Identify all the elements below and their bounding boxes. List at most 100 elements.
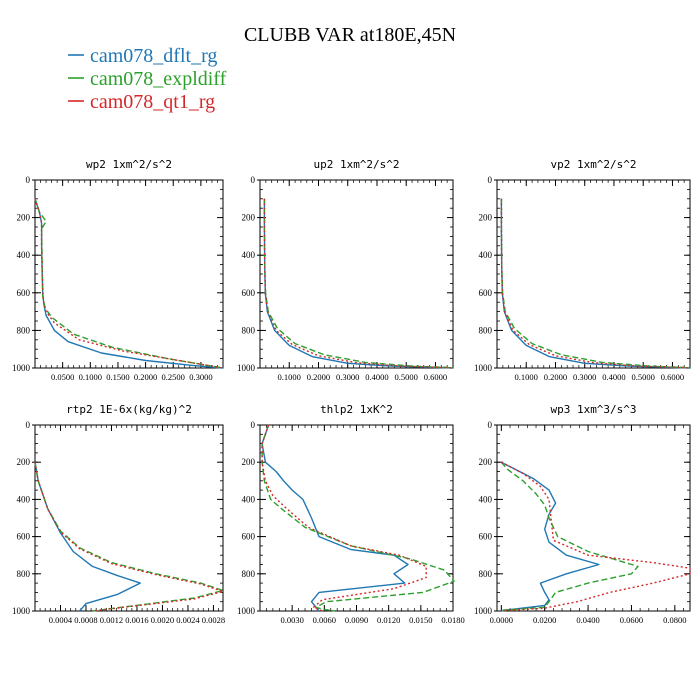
y-tick-label: 600 [242, 288, 256, 298]
series-line-cam078_qt1_rg [263, 198, 454, 369]
series-line-cam078_qt1_rg [34, 198, 224, 369]
plot-frame [496, 179, 691, 369]
series-line-cam078_expldiff [500, 461, 639, 612]
x-tick-label: 0.1000 [79, 372, 102, 382]
panel-title: vp2 1xm^2/s^2 [550, 158, 636, 171]
plot-frame [259, 424, 454, 612]
x-tick-label: 0.0020 [151, 615, 174, 625]
panel-4: rtp2 1E-6x(kg/kg)^2 0 200 400 600 800 1000 0.00… [12, 403, 225, 625]
x-tick-label: 0.3000 [189, 372, 212, 382]
series-line-cam078_expldiff [263, 198, 454, 369]
series-line-cam078_expldiff [34, 462, 224, 612]
y-tick-label: 800 [17, 325, 31, 335]
panel-5: thlp2 1xK^2 0 200 400 600 800 1000 0.0030 0.0060… [237, 403, 465, 625]
panel-2: up2 1xm^2/s^2 0 200 400 600 800 1000 0.1000 0.20… [237, 158, 454, 382]
panel-title: wp3 1xm^3/s^3 [550, 403, 636, 416]
x-tick-label: 0.0060 [313, 615, 336, 625]
x-tick-label: 0.1000 [278, 372, 301, 382]
y-tick-label: 200 [242, 457, 256, 467]
x-tick-label: 0.0000 [490, 615, 513, 625]
x-tick-label: 0.4000 [602, 372, 625, 382]
series-line-cam078_expldiff [261, 424, 455, 612]
y-tick-label: 1000 [474, 363, 493, 373]
series-line-cam078_qt1_rg [500, 461, 691, 612]
x-tick-label: 0.0800 [663, 615, 686, 625]
panel-1: wp2 1xm^2/s^2 0 200 400 600 800 1000 0.0500 0.10… [12, 158, 224, 382]
chart-panels: wp2 1xm^2/s^2 0 200 400 600 800 1000 0.0500 0.10… [12, 158, 691, 625]
series-line-cam078_dflt_rg [500, 461, 600, 612]
y-tick-label: 1000 [474, 606, 493, 616]
y-tick-label: 1000 [12, 606, 31, 616]
x-tick-label: 0.2500 [162, 372, 185, 382]
series-line-cam078_expldiff [500, 198, 691, 369]
series-line-cam078_dflt_rg [500, 198, 691, 369]
series-line-cam078_dflt_rg [263, 198, 454, 369]
series-line-cam078_dflt_rg [34, 198, 224, 369]
y-tick-label: 800 [479, 569, 493, 579]
series-line-cam078_dflt_rg [261, 424, 409, 612]
y-tick-label: 0 [26, 420, 31, 430]
y-tick-label: 400 [242, 250, 256, 260]
x-tick-label: 0.0200 [533, 615, 556, 625]
panel-title: thlp2 1xK^2 [320, 403, 393, 416]
x-tick-label: 0.5000 [395, 372, 418, 382]
y-tick-label: 400 [17, 250, 31, 260]
panel-3: vp2 1xm^2/s^2 0 200 400 600 800 1000 0.1000 0.20… [474, 158, 691, 382]
chart-title: CLUBB VAR at180E,45N [244, 24, 456, 46]
series-line-cam078_qt1_rg [500, 198, 691, 369]
x-tick-label: 0.0016 [125, 615, 148, 625]
series-line-cam078_qt1_rg [261, 424, 427, 612]
x-tick-label: 0.0180 [441, 615, 464, 625]
plot-frame [259, 179, 454, 369]
y-tick-label: 0 [488, 420, 493, 430]
x-tick-label: 0.0030 [280, 615, 303, 625]
y-tick-label: 800 [242, 569, 256, 579]
legend-label-cam078_expldiff: cam078_expldiff [90, 68, 227, 90]
x-tick-label: 0.1000 [515, 372, 538, 382]
x-tick-label: 0.5000 [632, 372, 655, 382]
x-tick-label: 0.3000 [336, 372, 359, 382]
series-line-cam078_qt1_rg [34, 462, 224, 612]
panel-title: rtp2 1E-6x(kg/kg)^2 [66, 403, 192, 416]
panel-title: up2 1xm^2/s^2 [313, 158, 399, 171]
x-tick-label: 0.0150 [409, 615, 432, 625]
x-tick-label: 0.2000 [544, 372, 567, 382]
y-tick-label: 200 [479, 457, 493, 467]
x-tick-label: 0.0012 [100, 615, 123, 625]
x-tick-label: 0.0004 [49, 615, 73, 625]
y-tick-label: 200 [17, 457, 31, 467]
x-tick-label: 0.2000 [134, 372, 157, 382]
y-tick-label: 400 [17, 494, 31, 504]
y-tick-label: 600 [17, 288, 31, 298]
x-tick-label: 0.0008 [74, 615, 97, 625]
legend-label-cam078_dflt_rg: cam078_dflt_rg [90, 45, 217, 67]
y-tick-label: 1000 [237, 363, 256, 373]
y-tick-label: 800 [242, 325, 256, 335]
y-tick-label: 600 [479, 288, 493, 298]
x-tick-label: 0.0120 [377, 615, 400, 625]
plot-frame [496, 424, 691, 612]
y-tick-label: 200 [479, 213, 493, 223]
series-line-cam078_expldiff [34, 198, 224, 369]
x-tick-label: 0.1500 [106, 372, 129, 382]
legend: cam078_dflt_rgcam078_expldiffcam078_qt1_… [68, 45, 227, 113]
x-tick-label: 0.0090 [345, 615, 368, 625]
x-tick-label: 0.0500 [51, 372, 74, 382]
plot-frame [34, 179, 224, 369]
y-tick-label: 800 [17, 569, 31, 579]
series-line-cam078_dflt_rg [34, 462, 141, 612]
x-tick-label: 0.0028 [202, 615, 225, 625]
y-tick-label: 200 [242, 213, 256, 223]
x-tick-label: 0.0400 [576, 615, 599, 625]
y-tick-label: 600 [479, 532, 493, 542]
y-tick-label: 400 [242, 494, 256, 504]
y-tick-label: 0 [488, 175, 493, 185]
y-tick-label: 800 [479, 325, 493, 335]
x-tick-label: 0.0600 [620, 615, 643, 625]
y-tick-label: 0 [251, 420, 256, 430]
y-tick-label: 600 [17, 532, 31, 542]
x-tick-label: 0.6000 [424, 372, 447, 382]
y-tick-label: 400 [479, 250, 493, 260]
